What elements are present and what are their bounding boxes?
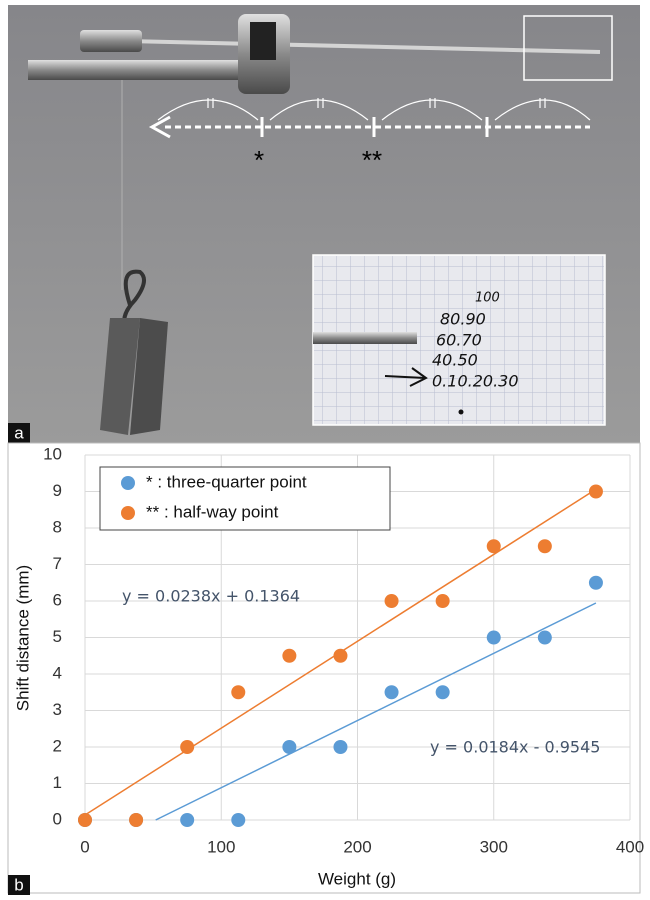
- note: 0.10.20.30: [432, 372, 519, 391]
- x-tick-label: 300: [480, 837, 508, 856]
- y-tick-label: 3: [53, 700, 62, 719]
- point: [436, 685, 450, 699]
- point: [180, 813, 194, 827]
- point: [589, 485, 603, 499]
- legend-swatch: [121, 506, 135, 520]
- trendline-equation: y = 0.0238x + 0.1364: [122, 587, 300, 606]
- point: [436, 594, 450, 608]
- x-axis-title: Weight (g): [318, 869, 396, 888]
- point: [487, 539, 501, 553]
- panel-label: b: [14, 875, 23, 894]
- y-tick-label: 5: [53, 627, 62, 646]
- y-tick-label: 8: [53, 517, 62, 536]
- x-tick-label: 100: [207, 837, 235, 856]
- panel-label: a: [14, 423, 24, 442]
- point: [129, 813, 143, 827]
- rod: [28, 60, 268, 80]
- photo-panel: * ** 100 80.90 60.70 40.50 0.10.20.30 a: [8, 5, 640, 443]
- legend-label: * : three-quarter point: [146, 472, 307, 491]
- trendline-equation: y = 0.0184x - 0.9545: [430, 738, 600, 757]
- point: [538, 539, 552, 553]
- y-tick-label: 2: [53, 736, 62, 755]
- note: 80.90: [440, 310, 486, 329]
- y-tick-label: 10: [43, 444, 62, 463]
- y-axis-title: Shift distance (mm): [13, 565, 32, 711]
- y-tick-label: 9: [53, 481, 62, 500]
- point: [180, 740, 194, 754]
- point: [78, 813, 92, 827]
- point: [282, 740, 296, 754]
- note: 60.70: [436, 331, 482, 350]
- point: [385, 685, 399, 699]
- y-tick-label: 1: [53, 773, 62, 792]
- note: 100: [475, 291, 500, 306]
- legend-label: ** : half-way point: [146, 502, 279, 521]
- point: [282, 649, 296, 663]
- point: [385, 594, 399, 608]
- dot: [459, 410, 464, 415]
- photo-mark: *: [254, 145, 264, 175]
- y-tick-label: 4: [53, 663, 62, 682]
- figure: * ** 100 80.90 60.70 40.50 0.10.20.30 a …: [0, 0, 650, 895]
- y-tick-label: 7: [53, 554, 62, 573]
- legend-swatch: [121, 476, 135, 490]
- inset-needle: [313, 332, 417, 344]
- point: [231, 813, 245, 827]
- photo-mark: **: [362, 145, 382, 175]
- knob: [80, 30, 142, 52]
- y-tick-label: 0: [53, 809, 62, 828]
- point: [487, 631, 501, 645]
- note: 40.50: [432, 351, 478, 370]
- point: [589, 576, 603, 590]
- x-tick-label: 200: [343, 837, 371, 856]
- point: [333, 740, 347, 754]
- point: [333, 649, 347, 663]
- x-tick-label: 0: [80, 837, 89, 856]
- point: [538, 631, 552, 645]
- clamp-jaw: [250, 22, 276, 60]
- point: [231, 685, 245, 699]
- x-tick-label: 400: [616, 837, 644, 856]
- y-tick-label: 6: [53, 590, 62, 609]
